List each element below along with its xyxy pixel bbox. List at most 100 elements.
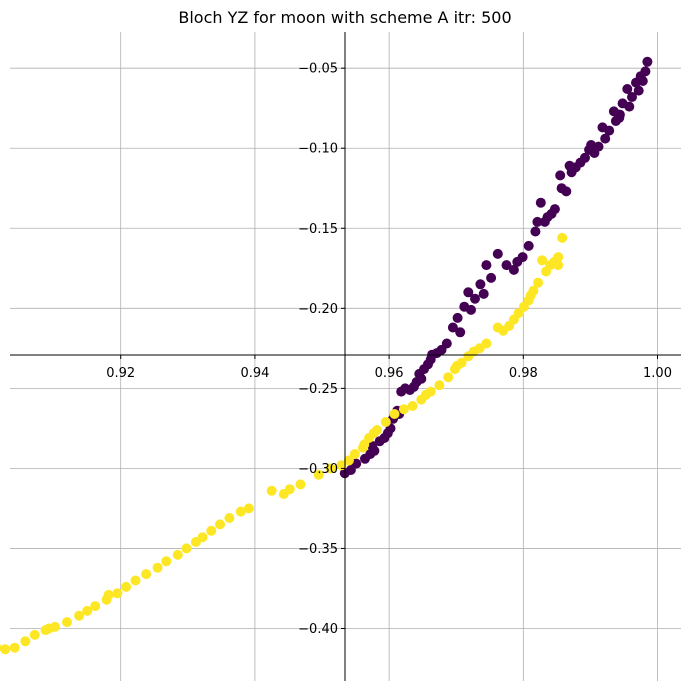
data-point-class-1 [161,556,172,567]
x-tick-label: 1.00 [643,366,672,381]
data-point-class-0 [508,264,519,275]
data-point-class-1 [389,409,400,419]
data-point-class-0 [463,287,474,298]
data-point-class-0 [447,322,458,333]
data-point-class-1 [537,255,548,266]
data-point-class-1 [325,463,336,474]
y-tick-label: −0.20 [298,302,338,317]
data-point-class-1 [121,581,132,592]
data-point-class-1 [553,260,564,271]
data-point-class-0 [501,260,512,271]
data-point-class-0 [481,260,492,271]
data-point-class-1 [206,525,217,536]
data-point-class-1 [443,372,454,383]
data-point-class-0 [635,71,646,82]
data-point-class-1 [266,485,277,496]
data-point-class-1 [434,380,445,391]
data-point-class-1 [90,601,101,612]
data-point-class-1 [463,351,474,362]
data-point-class-1 [243,503,254,514]
data-point-class-1 [74,610,85,621]
y-tick-label: −0.05 [298,62,338,77]
data-point-class-1 [557,232,568,243]
data-point-class-1 [533,277,544,288]
data-point-class-1 [82,605,93,616]
x-tick-label: 0.98 [509,366,538,381]
data-point-class-1 [541,266,552,277]
data-point-class-1 [451,360,462,371]
data-point-class-1 [215,519,225,530]
data-point-class-0 [597,122,608,133]
data-point-class-0 [539,216,550,227]
data-point-class-0 [556,183,567,194]
data-point-class-0 [486,272,497,283]
data-point-class-1 [190,537,201,547]
data-point-class-1 [235,506,246,517]
data-point-class-0 [374,436,385,447]
data-point-class-0 [367,441,378,451]
data-point-class-0 [535,197,546,208]
data-point-class-1 [295,479,306,490]
x-tick-label: 0.96 [375,366,404,381]
y-tick-label: −0.35 [298,542,338,557]
y-tick-label: −0.40 [298,622,338,637]
data-point-class-0 [600,133,611,144]
data-point-class-0 [523,240,534,251]
data-point-class-1 [20,636,31,647]
data-point-class-1 [43,623,54,634]
data-point-class-1 [9,642,20,653]
data-point-class-1 [0,644,2,652]
data-point-class-1 [525,290,536,301]
data-point-class-1 [407,401,418,411]
data-point-class-0 [633,85,644,96]
data-point-class-1 [141,569,152,580]
data-point-class-0 [614,112,625,123]
data-points [0,56,653,655]
data-point-class-0 [512,256,523,267]
data-point-class-1 [152,562,163,573]
data-point-class-1 [29,629,40,640]
data-point-class-0 [555,170,566,181]
y-tick-label: −0.10 [298,142,338,157]
data-point-class-0 [360,453,370,464]
data-point-class-0 [478,288,489,299]
data-point-class-0 [617,98,628,109]
data-point-class-0 [459,301,470,312]
data-point-class-1 [172,549,183,560]
data-point-class-0 [586,140,597,150]
data-point-class-1 [492,322,503,333]
data-point-class-1 [103,589,114,600]
data-point-class-0 [425,354,436,365]
x-tick-label: 0.92 [106,366,135,381]
data-point-class-1 [278,489,289,499]
data-point-class-0 [470,293,480,304]
data-point-class-1 [224,513,235,523]
x-tick-label: 0.94 [240,366,269,381]
data-point-class-1 [336,460,347,471]
data-point-class-1 [313,469,324,480]
data-point-class-0 [530,226,541,237]
y-tick-label: −0.25 [298,382,338,397]
y-tick-label: −0.15 [298,222,338,237]
data-point-class-0 [455,327,466,338]
data-point-class-0 [452,312,463,323]
data-point-class-0 [627,92,637,102]
data-point-class-0 [396,386,407,397]
data-point-class-0 [532,216,543,227]
data-point-class-1 [359,439,370,450]
data-point-class-1 [0,644,11,655]
data-point-class-1 [343,455,354,466]
data-point-class-1 [62,617,72,628]
data-point-class-1 [349,449,360,459]
data-point-class-0 [416,373,427,384]
data-point-class-1 [421,389,431,400]
y-tick-label: −0.30 [298,462,338,477]
data-point-class-1 [398,404,409,415]
data-point-class-0 [564,160,575,171]
data-point-class-1 [380,417,391,427]
axes: 0.92 0.94 0.96 0.98 1.00 −0.05 −0.10 −0.15 −0.20… [10,32,681,681]
data-point-class-1 [368,428,379,439]
data-point-class-0 [642,56,653,67]
data-point-class-0 [492,248,503,259]
